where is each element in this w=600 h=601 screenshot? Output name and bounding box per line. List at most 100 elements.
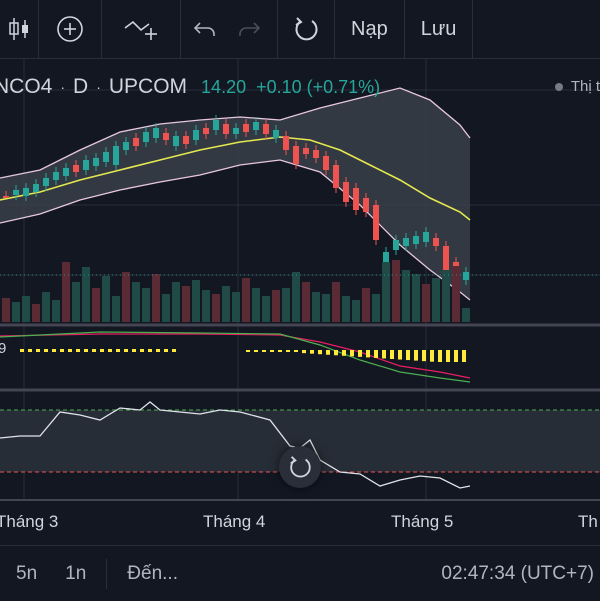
load-button[interactable]: Nạp	[351, 17, 388, 40]
indicator-line-signal	[0, 333, 471, 379]
histogram-bar	[414, 350, 418, 361]
volume-bar	[202, 290, 210, 322]
histogram-bar	[52, 349, 56, 352]
candle-body	[103, 152, 109, 162]
bollinger-upper	[0, 87, 471, 179]
candle-body	[113, 146, 119, 165]
volume-bar	[212, 294, 220, 322]
histogram-bar	[406, 350, 410, 361]
candlestick-icon	[9, 18, 28, 40]
chart-type-button[interactable]	[0, 0, 38, 58]
range-5d-button[interactable]: 5n	[16, 562, 38, 584]
separator-dot: ·	[60, 79, 66, 95]
bollinger-band-fill	[0, 88, 470, 300]
histogram-bar	[374, 350, 378, 358]
histogram-bar	[172, 349, 176, 352]
candle-body	[153, 128, 159, 138]
range-1d-button[interactable]: 1n	[65, 562, 87, 584]
volume-bar	[412, 274, 420, 322]
redo-button[interactable]	[229, 0, 269, 58]
plus-circle-icon	[57, 16, 83, 42]
price-change: +0.10 (+0.71%)	[256, 76, 381, 97]
volume-bar	[372, 294, 380, 322]
toolbar-divider	[101, 0, 102, 58]
histogram-bar	[326, 350, 330, 355]
histogram-bar	[318, 350, 322, 355]
histogram-bar	[100, 349, 104, 352]
volume-bar	[62, 262, 70, 322]
candle-body	[223, 124, 229, 134]
histogram-bar	[246, 350, 250, 352]
histogram-bar	[140, 349, 144, 352]
clock[interactable]: 02:47:34 (UTC+7)	[441, 562, 594, 584]
volume-bar	[52, 300, 60, 322]
histogram-bar	[132, 349, 136, 352]
rotate-icon	[295, 17, 318, 41]
histogram-bar	[446, 350, 450, 362]
toolbar-divider	[334, 0, 335, 58]
histogram-bar	[60, 349, 64, 352]
candle-body	[13, 190, 19, 195]
histogram-bar	[438, 350, 442, 362]
candle-body	[393, 240, 399, 250]
volume-bar	[162, 294, 170, 322]
scroll-to-realtime-button[interactable]	[279, 446, 321, 488]
histogram-bar	[116, 349, 120, 352]
volume-bar	[2, 298, 10, 322]
x-axis-label: Tháng 4	[203, 512, 266, 531]
market-status-text: Thị t	[570, 78, 600, 95]
drawing-tools-button[interactable]	[102, 0, 180, 58]
volume-bar	[312, 292, 320, 322]
candle-body	[243, 124, 249, 132]
toolbar-divider	[472, 0, 474, 58]
histogram-bar	[454, 350, 458, 362]
top-toolbar: Nạp Lưu	[0, 0, 600, 59]
undo-button[interactable]	[181, 0, 229, 58]
volume-bar	[142, 288, 150, 322]
volume-bar	[222, 286, 230, 322]
candle-body	[423, 232, 429, 242]
volume-bar	[272, 290, 280, 322]
histogram-bar	[294, 350, 298, 352]
moving-average-line	[0, 136, 471, 221]
volume-bar	[152, 274, 160, 322]
oscillator-line	[0, 401, 471, 489]
candle-body	[213, 120, 219, 130]
market-status[interactable]: Thị t	[554, 78, 600, 95]
histogram-bar	[270, 350, 274, 352]
volume-bar	[392, 260, 400, 322]
candle-body	[53, 172, 59, 180]
volume-bar	[452, 266, 460, 322]
histogram-bar	[92, 349, 96, 352]
histogram-bar	[254, 350, 258, 352]
bollinger-lower	[0, 159, 471, 301]
toolbar-divider	[180, 0, 181, 58]
volume-bar	[382, 262, 390, 322]
bottom-divider	[106, 558, 108, 589]
symbol-interval[interactable]: D	[73, 75, 89, 98]
candle-body	[173, 136, 179, 146]
histogram-bar	[68, 349, 72, 352]
volume-bar	[442, 270, 450, 322]
reset-chart-button[interactable]	[278, 0, 334, 58]
goto-date-button[interactable]: Đến...	[127, 562, 178, 584]
histogram-bar	[84, 349, 88, 352]
candle-body	[293, 146, 299, 164]
volume-bar	[332, 282, 340, 322]
save-button[interactable]: Lưu	[420, 17, 457, 40]
histogram-bar	[342, 350, 346, 356]
volume-bar	[182, 286, 190, 322]
histogram-bar	[156, 349, 160, 352]
add-indicator-button[interactable]	[39, 0, 101, 58]
volume-bar	[112, 296, 120, 322]
histogram-bar	[44, 349, 48, 352]
histogram-bar	[334, 350, 338, 356]
candle-body	[403, 238, 409, 246]
candle-body	[83, 160, 89, 170]
symbol-name[interactable]: NCO4	[0, 75, 53, 98]
indicator-value: 9	[0, 340, 7, 357]
last-price: 14.20	[201, 76, 247, 97]
candle-body	[23, 188, 29, 196]
candle-body	[273, 130, 279, 138]
